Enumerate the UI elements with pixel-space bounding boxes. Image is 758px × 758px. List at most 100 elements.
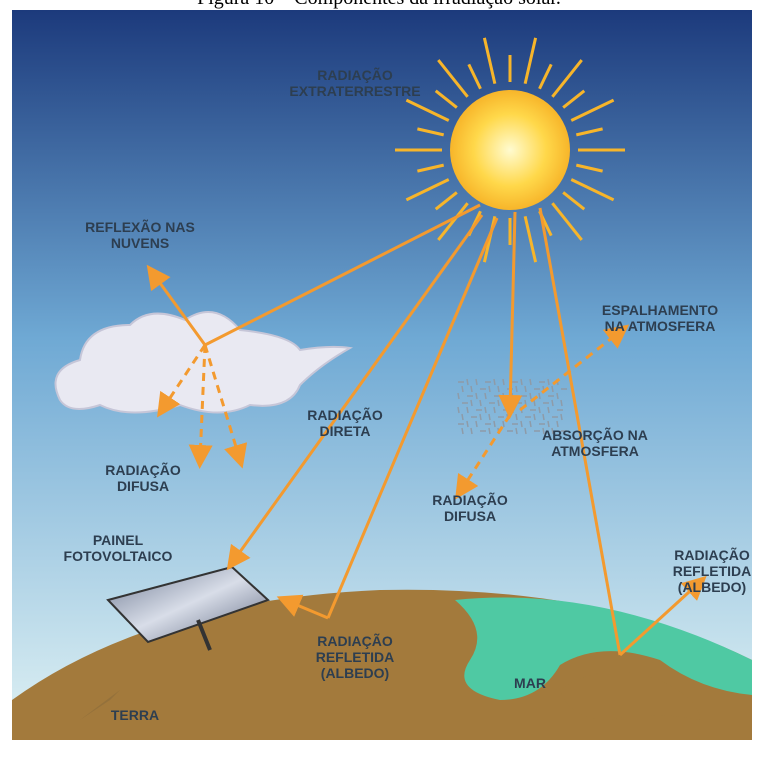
cloud-reflection [146, 264, 207, 346]
particle [461, 427, 464, 435]
label-line: MAR [514, 675, 546, 691]
label-line: DIFUSA [117, 478, 169, 494]
particle [538, 406, 541, 414]
label-line: ABSORÇÃO NA [542, 426, 648, 443]
sun-ray [562, 191, 586, 211]
particle [520, 378, 523, 386]
particle [457, 406, 460, 414]
sea [455, 597, 752, 700]
particle [479, 413, 482, 421]
sun-ray [434, 191, 458, 211]
diffuse-arrow [203, 344, 248, 469]
particle [479, 399, 482, 407]
particle [529, 392, 532, 400]
particle [515, 385, 518, 393]
particle [466, 406, 469, 414]
diffuse-arrow [455, 414, 512, 500]
sun-ray [551, 59, 583, 98]
particle [493, 420, 496, 428]
solar-panel [106, 565, 270, 644]
sun-ray [562, 89, 586, 109]
particle [475, 420, 478, 428]
particle [547, 420, 550, 428]
particle [470, 385, 473, 393]
particle [529, 420, 532, 428]
sun-ray [437, 202, 469, 241]
particle [547, 378, 550, 386]
label-line: DIFUSA [444, 508, 496, 524]
particle [475, 392, 478, 400]
sun-ray [538, 63, 553, 90]
particle [502, 392, 505, 400]
label-line: FOTOVOLTAICO [64, 548, 173, 564]
particle [493, 406, 496, 414]
particle [511, 406, 514, 414]
particle [502, 420, 505, 428]
particle [461, 413, 464, 421]
label-line: PAINEL [93, 532, 144, 548]
panel-post [196, 619, 212, 651]
particle [547, 406, 550, 414]
particle [497, 385, 500, 393]
label-line: REFLETIDA [673, 563, 752, 579]
sun [450, 90, 570, 210]
particle [533, 399, 536, 407]
particle [484, 406, 487, 414]
particle [524, 385, 527, 393]
label-line: ESPALHAMENTO [602, 302, 718, 318]
sun-ray [551, 202, 583, 241]
label-line: (ALBEDO) [678, 579, 746, 595]
particle [551, 385, 554, 393]
particle [542, 427, 545, 435]
sea-reflection [618, 575, 707, 657]
particle [484, 392, 487, 400]
label-line: RADIAÇÃO [105, 461, 181, 478]
direct-ray [226, 214, 484, 571]
ray-to-cloud [204, 203, 481, 347]
sun-ray [405, 178, 450, 202]
particle [457, 392, 460, 400]
particle [470, 399, 473, 407]
sun-ray [570, 98, 615, 122]
sun-ray [405, 98, 450, 122]
particle [488, 413, 491, 421]
particle [506, 399, 509, 407]
particle [470, 427, 473, 435]
particle [556, 420, 559, 428]
ground-ray [326, 217, 499, 619]
label-line: RADIAÇÃO [307, 406, 383, 423]
label-line: TERRA [111, 707, 159, 723]
particle [488, 427, 491, 435]
particle [556, 392, 559, 400]
sun-ray [523, 215, 538, 263]
label-line: NA ATMOSFERA [605, 318, 716, 334]
absorbed-ray [498, 211, 523, 419]
label-line: (ALBEDO) [321, 665, 389, 681]
sun-ray [575, 163, 603, 173]
particle [502, 378, 505, 386]
label-line: ATMOSFERA [551, 443, 639, 459]
particle [475, 378, 478, 386]
particle [538, 392, 541, 400]
sun-ray [482, 37, 497, 85]
sea-ray [538, 207, 622, 656]
sun-ray [417, 127, 445, 137]
sun-ray [467, 63, 482, 90]
particle [533, 413, 536, 421]
label-line: REFLETIDA [316, 649, 395, 665]
particle [493, 378, 496, 386]
caption: Figura 10 – Componentes da irradiação so… [197, 0, 561, 9]
particle [551, 427, 554, 435]
particle [524, 427, 527, 435]
sun-ray [437, 59, 469, 98]
arrows [146, 203, 707, 657]
particle [515, 427, 518, 435]
label-line: DIRETA [319, 423, 370, 439]
particle [497, 399, 500, 407]
particle [551, 399, 554, 407]
particle [461, 385, 464, 393]
label-line: RADIAÇÃO [317, 66, 393, 83]
label-line: RADIAÇÃO [674, 546, 750, 563]
particle [560, 399, 563, 407]
